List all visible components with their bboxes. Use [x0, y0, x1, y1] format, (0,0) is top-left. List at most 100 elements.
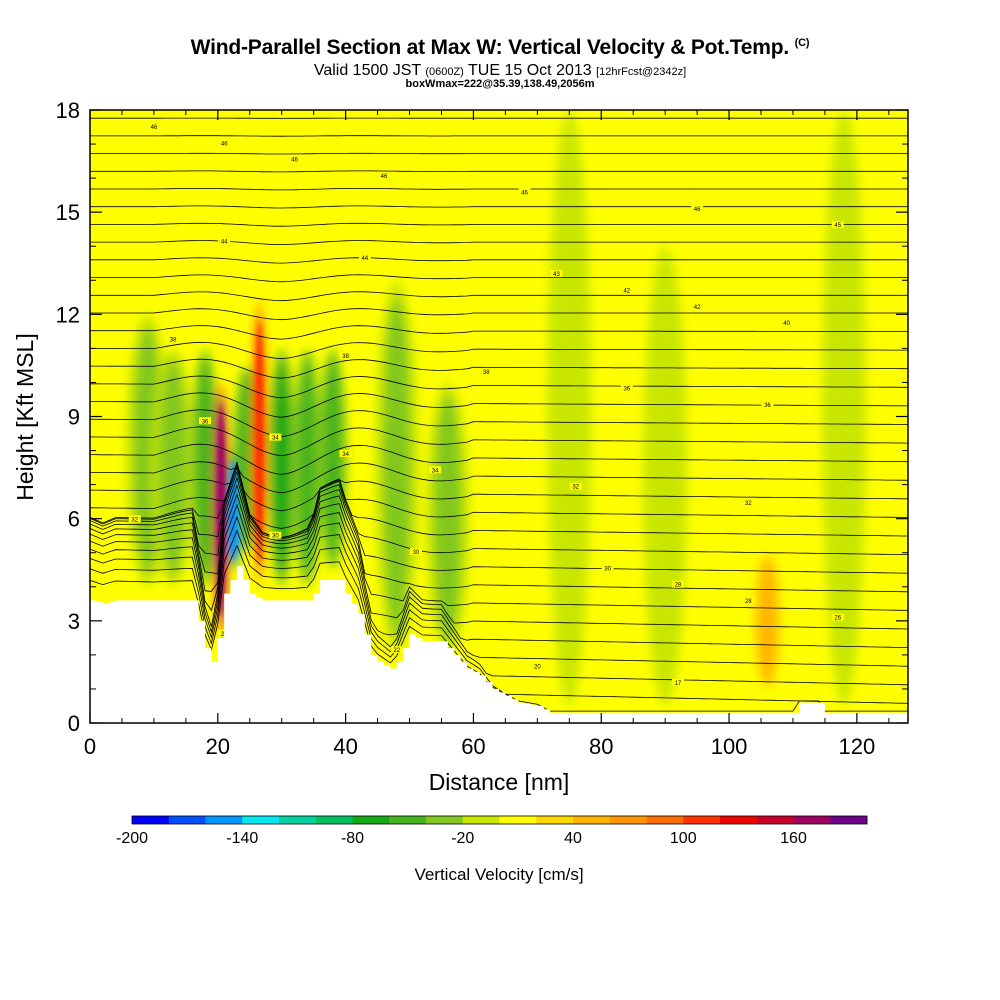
x-tick-label: 0 — [84, 734, 96, 759]
vv-feature — [753, 552, 782, 689]
contour-label: 46 — [291, 158, 298, 164]
contour-label-bg — [569, 482, 582, 490]
colorbar-swatch — [536, 816, 574, 824]
contour-label: 46 — [694, 207, 701, 213]
colorbar-swatch — [242, 816, 280, 824]
colorbar-swatch — [756, 816, 794, 824]
theta-contour — [90, 515, 908, 686]
contour-label-bg — [531, 662, 544, 670]
contour-label-bg — [620, 286, 633, 294]
y-axis-label: Height [Kft MSL] — [12, 333, 38, 500]
theta-contour — [90, 341, 908, 360]
contour-label-bg — [671, 678, 684, 686]
terrain — [90, 566, 908, 723]
contour-label: 26 — [834, 615, 841, 621]
colorbar: -200 -140 -80 -20 40 100 160 — [116, 815, 868, 847]
contour-label: 20 — [534, 664, 541, 670]
theta-contour — [90, 170, 908, 173]
theta-contour — [90, 375, 908, 399]
x-tick-label: 80 — [589, 734, 613, 759]
contour-label-bg — [671, 580, 684, 588]
y-tick-label: 6 — [68, 507, 80, 532]
contour-label: 46 — [381, 174, 388, 180]
theta-contour — [90, 470, 908, 593]
colorbar-swatch — [352, 816, 390, 824]
vv-feature — [150, 348, 196, 587]
contour-label-bg — [691, 302, 704, 310]
colorbar-swatch — [830, 816, 868, 824]
chart-box-info: boxWmax=222@35.39,138.49,2056m — [405, 78, 595, 90]
contour-label-bg — [377, 172, 390, 180]
y-tick-label: 15 — [56, 200, 80, 225]
theta-contour — [90, 152, 908, 155]
contour-label-bg — [429, 466, 442, 474]
x-axis-label: Distance [nm] — [429, 769, 570, 795]
contour-label-bg — [620, 384, 633, 392]
contour-label: 32 — [745, 501, 752, 507]
contour-label: 30 — [413, 550, 420, 556]
colorbar-swatch — [168, 816, 206, 824]
contour-label-bg — [831, 613, 844, 621]
theta-contour — [90, 325, 908, 340]
contour-label-bg — [288, 155, 301, 163]
contour-label-bg — [269, 433, 282, 441]
contour-label: 36 — [764, 403, 771, 409]
vv-feature — [425, 382, 471, 655]
contour-label: 34 — [272, 436, 279, 442]
vv-feature — [821, 110, 867, 706]
copyright-mark: (C) — [794, 37, 810, 49]
colorbar-tick-label: -80 — [341, 830, 364, 847]
contour-label: 38 — [170, 338, 177, 344]
colorbar-swatch — [132, 816, 170, 824]
contour-label: 34 — [432, 468, 439, 474]
contour-label: 38 — [342, 354, 349, 360]
contour-label-bg — [480, 368, 493, 376]
contour-label-bg — [218, 139, 231, 147]
colorbar-tick-label: 40 — [564, 830, 582, 847]
colorbar-swatch — [793, 816, 831, 824]
contour-label-bg — [199, 417, 212, 425]
contour-label-bg — [742, 499, 755, 507]
contour-label-bg — [761, 400, 774, 408]
colorbar-tick-label: 100 — [670, 830, 697, 847]
colorbar-swatch — [205, 816, 243, 824]
contour-label-bg — [550, 270, 563, 278]
x-tick-label: 100 — [711, 734, 748, 759]
contour-label-bg — [218, 237, 231, 245]
theta-contour — [90, 257, 908, 264]
y-tick-label: 3 — [68, 609, 80, 634]
contour-label: 38 — [483, 370, 490, 376]
theta-contour — [90, 484, 908, 630]
theta-contour — [90, 409, 908, 438]
contour-label: 30 — [604, 566, 611, 572]
contour-label-bg — [339, 351, 352, 359]
contour-label-bg — [780, 319, 793, 327]
vv-feature — [546, 110, 592, 706]
colorbar-swatch — [426, 816, 464, 824]
contour-label-bg — [147, 123, 160, 131]
contour-label-bg — [339, 449, 352, 457]
theta-contour — [90, 274, 908, 283]
contour-label-bg — [269, 531, 282, 539]
theta-contour — [90, 443, 908, 475]
colorbar-title: Vertical Velocity [cm/s] — [414, 865, 583, 884]
theta-contour — [90, 465, 908, 574]
contour-label-bg — [518, 188, 531, 196]
contour-label: 28 — [745, 599, 752, 605]
vv-feature — [190, 348, 220, 587]
contour-label-bg — [691, 204, 704, 212]
y-tick-label: 18 — [56, 98, 80, 123]
colorbar-swatch — [389, 816, 427, 824]
theta-contour — [90, 462, 908, 512]
contour-label-bg — [390, 646, 403, 654]
contour-label: 36 — [623, 387, 630, 393]
colorbar-swatch — [462, 816, 500, 824]
y-tick-label: 9 — [68, 405, 80, 430]
contour-label: 42 — [623, 288, 630, 294]
theta-contour — [90, 205, 908, 209]
contour-label: 42 — [694, 305, 701, 311]
y-tick-label: 0 — [68, 711, 80, 736]
terrain-profile — [90, 566, 908, 723]
colorbar-swatch — [499, 816, 537, 824]
